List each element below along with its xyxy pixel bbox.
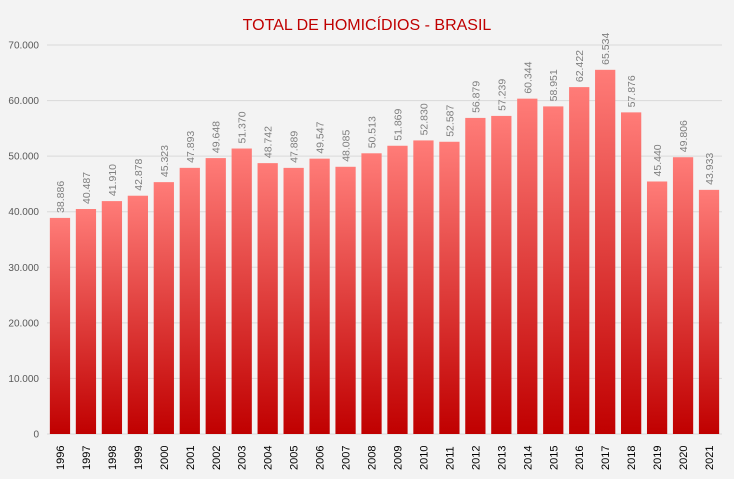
x-tick-label-2003: 2003: [237, 446, 249, 470]
data-label-2002: 49.648: [211, 121, 223, 153]
x-tick-label-2010: 2010: [418, 446, 430, 470]
gridlines: [47, 44, 722, 435]
x-tick-label-2018: 2018: [626, 446, 638, 470]
bar-2013: [491, 115, 512, 434]
bar-1996: [49, 217, 71, 434]
bar-2000: [153, 182, 174, 434]
bar-2019: [646, 181, 668, 434]
data-label-1998: 41.910: [107, 164, 119, 196]
bar-2015: [543, 106, 564, 434]
x-axis-ticks: 1996 1997 1998 1999 2000 2001 2002 2003 2004 2005…: [55, 446, 716, 470]
x-tick-label-2004: 2004: [263, 446, 275, 470]
x-tick-label-2001: 2001: [185, 446, 197, 470]
y-tick-label: 20.000: [8, 318, 39, 329]
y-tick-label: 40.000: [8, 207, 39, 218]
y-tick-label: 70.000: [8, 41, 39, 52]
data-label-2021: 43.933: [704, 153, 716, 185]
bar-2001: [179, 167, 200, 435]
x-tick-label-2000: 2000: [159, 446, 171, 470]
x-tick-label-1996: 1996: [55, 446, 67, 470]
data-label-1996: 38.886: [55, 181, 67, 213]
data-label-2009: 51.869: [392, 108, 404, 140]
bar-2012: [465, 117, 486, 434]
x-tick-label-2019: 2019: [652, 446, 664, 470]
data-label-2006: 49.547: [315, 121, 327, 153]
bar-2020: [672, 157, 694, 434]
bar-2010: [413, 140, 434, 434]
data-label-2016: 62.422: [574, 50, 586, 82]
x-tick-label-2005: 2005: [289, 446, 301, 470]
data-label-2014: 60.344: [522, 61, 534, 93]
bar-2011: [439, 141, 460, 434]
data-label-2000: 45.323: [159, 145, 171, 177]
y-axis-ticks: 0 10.000 20.000 30.000 40.000 50.000 60.000 70.…: [8, 41, 39, 441]
x-tick-label-2011: 2011: [444, 446, 456, 470]
data-label-2012: 56.879: [470, 81, 482, 113]
x-tick-label-2009: 2009: [392, 446, 404, 470]
x-tick-label-1998: 1998: [107, 446, 119, 470]
data-label-2020: 49.806: [678, 120, 690, 152]
x-tick-label-1997: 1997: [81, 446, 93, 470]
bar-2003: [231, 148, 252, 434]
x-tick-label-2013: 2013: [496, 446, 508, 470]
data-labels: 38.886 40.487 41.910 42.878 45.323 47.893 49.6…: [55, 33, 716, 213]
bar-2002: [205, 158, 226, 434]
data-label-2017: 65.534: [600, 33, 612, 65]
data-label-2001: 47.893: [185, 131, 197, 163]
y-tick-label: 30.000: [8, 263, 39, 274]
data-label-2019: 45.440: [652, 144, 664, 176]
y-tick-label: 60.000: [8, 96, 39, 107]
data-label-1999: 42.878: [133, 158, 145, 190]
x-tick-label-1999: 1999: [133, 446, 145, 470]
data-label-2013: 57.239: [496, 79, 508, 111]
bar-2004: [257, 163, 278, 435]
y-tick-label: 0: [33, 430, 39, 441]
bar-2009: [387, 145, 408, 434]
x-tick-label-2006: 2006: [315, 446, 327, 470]
data-label-2011: 52.587: [444, 104, 456, 136]
x-tick-label-2017: 2017: [600, 446, 612, 470]
x-tick-label-2012: 2012: [470, 446, 482, 470]
data-label-2008: 50.513: [367, 116, 379, 148]
x-tick-label-2002: 2002: [211, 446, 223, 470]
bar-2008: [361, 153, 382, 434]
data-label-2018: 57.876: [626, 75, 638, 107]
x-tick-label-2015: 2015: [548, 446, 560, 470]
bar-2021: [698, 189, 720, 434]
bar-1998: [101, 201, 123, 434]
data-label-2015: 58.951: [548, 69, 560, 101]
x-tick-label-2008: 2008: [367, 446, 379, 470]
x-tick-label-2007: 2007: [341, 446, 353, 470]
bar-2016: [569, 87, 590, 434]
chart-title: TOTAL DE HOMICÍDIOS - BRASIL: [242, 17, 492, 34]
x-tick-label-2021: 2021: [704, 446, 716, 470]
bar-2017: [595, 69, 616, 434]
x-tick-label-2020: 2020: [678, 446, 690, 470]
y-tick-label: 50.000: [8, 152, 39, 163]
bar-2005: [283, 167, 304, 434]
bars: [49, 69, 720, 435]
bar-1999: [127, 195, 148, 434]
bar-2018: [621, 112, 642, 434]
y-tick-label: 10.000: [8, 374, 39, 385]
bar-2007: [335, 166, 356, 434]
bar-2006: [309, 158, 330, 434]
x-tick-label-2016: 2016: [574, 446, 586, 470]
bar-1997: [75, 209, 97, 434]
bar-2014: [517, 98, 538, 434]
data-label-2007: 48.085: [341, 130, 353, 162]
data-label-2003: 51.370: [237, 111, 249, 143]
x-tick-label-2014: 2014: [522, 446, 534, 470]
data-label-1997: 40.487: [81, 172, 93, 204]
data-label-2005: 47.889: [289, 131, 301, 163]
data-label-2010: 52.830: [418, 103, 430, 135]
data-label-2004: 48.742: [263, 126, 275, 158]
